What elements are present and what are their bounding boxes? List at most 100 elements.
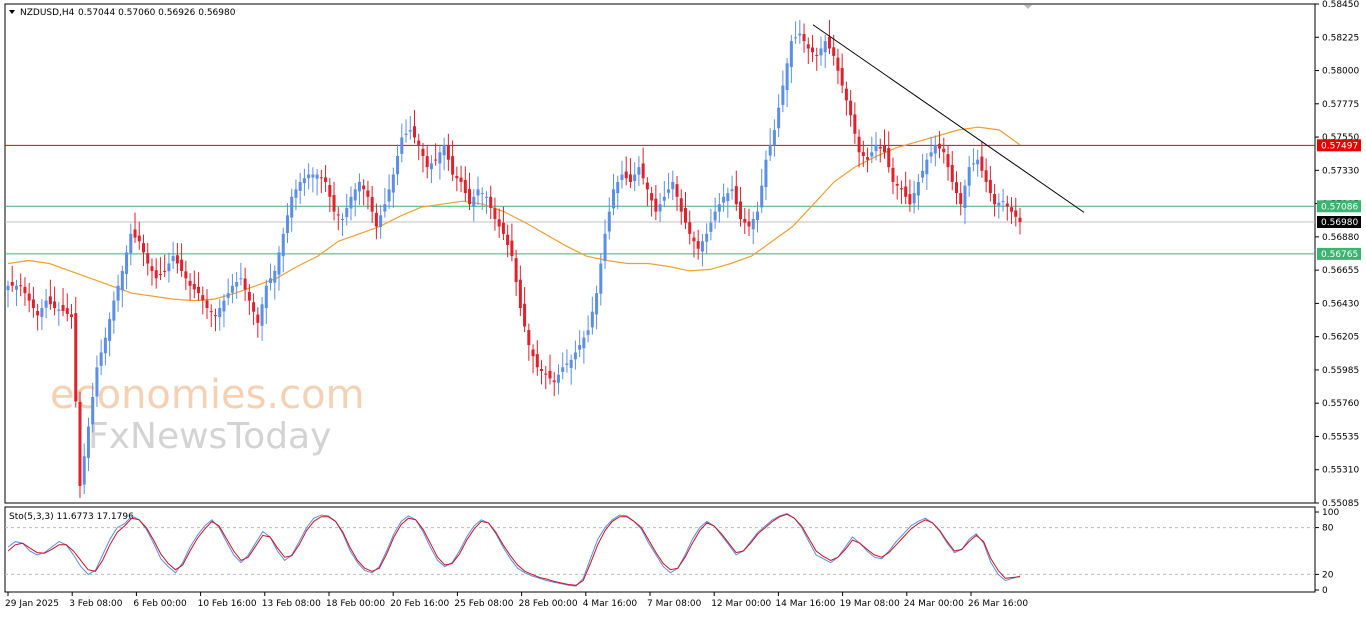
candle-body bbox=[387, 189, 391, 202]
candle-body bbox=[938, 143, 942, 149]
candle-body bbox=[328, 185, 332, 197]
collapse-triangle-icon[interactable] bbox=[9, 10, 15, 14]
candle-body bbox=[281, 233, 285, 257]
candle-body bbox=[235, 282, 239, 287]
candle-body bbox=[883, 145, 887, 153]
candle-body bbox=[739, 201, 743, 220]
candle-body bbox=[933, 144, 937, 154]
candle-body bbox=[912, 193, 916, 204]
candle-body bbox=[603, 233, 607, 262]
candle-body bbox=[976, 159, 980, 165]
y-tick-label: 0.55535 bbox=[1322, 432, 1359, 442]
candle-body bbox=[412, 126, 416, 138]
candle-body bbox=[1001, 201, 1005, 203]
candle-body bbox=[531, 349, 535, 357]
candle-body bbox=[950, 165, 954, 182]
candle-body bbox=[959, 193, 963, 205]
candle-body bbox=[463, 180, 467, 194]
price-tags: 0.57497 0.57086 0.56765 0.56980 bbox=[1317, 139, 1361, 260]
candle-body bbox=[751, 219, 755, 230]
candle-body bbox=[861, 152, 865, 156]
price-tag-label: 0.56980 bbox=[1321, 218, 1358, 228]
candle-body bbox=[599, 263, 603, 294]
candle-body bbox=[823, 41, 827, 53]
x-tick-label: 3 Feb 08:00 bbox=[69, 599, 123, 609]
candle-body bbox=[607, 211, 611, 232]
candle-body bbox=[772, 130, 776, 146]
candle-body bbox=[997, 202, 1001, 206]
x-tick-label: 13 Feb 08:00 bbox=[262, 599, 321, 609]
candle-body bbox=[451, 156, 455, 175]
candle-body bbox=[120, 270, 124, 291]
trendline-segment[interactable] bbox=[812, 24, 1085, 213]
trendline[interactable] bbox=[812, 24, 1085, 213]
candle-body bbox=[916, 181, 920, 196]
price-tag-bg bbox=[1317, 139, 1361, 152]
candle-body bbox=[726, 193, 730, 202]
candle-body bbox=[552, 380, 556, 383]
candle-body bbox=[573, 352, 577, 360]
candle-body bbox=[612, 189, 616, 209]
candle-body bbox=[180, 259, 184, 271]
candle-body bbox=[19, 285, 23, 287]
candle-body bbox=[811, 47, 815, 53]
candle-body bbox=[95, 367, 99, 397]
scroll-marker-icon bbox=[1024, 5, 1032, 9]
candle-body bbox=[734, 186, 738, 205]
candle-body bbox=[209, 311, 213, 313]
candle-body bbox=[645, 182, 649, 190]
candle-body bbox=[561, 367, 565, 372]
y-tick-label: 0.55985 bbox=[1322, 366, 1359, 376]
candle-body bbox=[277, 252, 281, 275]
candle-body bbox=[260, 304, 264, 326]
candle-body bbox=[6, 285, 10, 291]
price-tag-label: 0.57497 bbox=[1321, 141, 1358, 151]
candle-body bbox=[302, 178, 306, 184]
watermark-fxnewstoday: FxNewsToday bbox=[88, 416, 331, 457]
price-tag-label: 0.57086 bbox=[1321, 202, 1358, 212]
candle-body bbox=[785, 63, 789, 90]
candle-body bbox=[874, 144, 878, 152]
candle-body bbox=[429, 163, 433, 170]
y-tick-label: 0.56205 bbox=[1322, 333, 1359, 343]
candle-body bbox=[421, 148, 425, 156]
candle-body bbox=[74, 313, 78, 402]
candle-body bbox=[78, 402, 82, 486]
candle-body bbox=[357, 181, 361, 192]
stoch-plot-frame bbox=[4, 506, 1316, 593]
candle-body bbox=[40, 307, 44, 317]
candle-body bbox=[506, 234, 510, 245]
candle-body bbox=[722, 196, 726, 203]
y-tick-label: 0.56430 bbox=[1322, 299, 1359, 309]
candle-body bbox=[383, 204, 387, 212]
candle-body bbox=[459, 177, 463, 182]
candle-body bbox=[836, 57, 840, 71]
candle-body bbox=[230, 285, 234, 293]
candle-body bbox=[904, 186, 908, 197]
candle-body bbox=[755, 211, 759, 221]
candle-body bbox=[442, 144, 446, 156]
x-tick-label: 28 Feb 00:00 bbox=[519, 599, 578, 609]
candle-body bbox=[548, 370, 552, 379]
candle-body bbox=[633, 174, 637, 182]
price-tag-bg bbox=[1317, 247, 1361, 260]
y-tick-label: 0.58000 bbox=[1322, 67, 1359, 77]
candle-body bbox=[815, 55, 819, 57]
candle-body bbox=[654, 198, 658, 212]
candle-body bbox=[480, 193, 484, 195]
candle-body bbox=[993, 193, 997, 205]
candle-body bbox=[582, 337, 586, 349]
candle-body bbox=[417, 140, 421, 145]
candle-body bbox=[434, 159, 438, 161]
candle-body bbox=[641, 163, 645, 179]
y-tick-label: 0.55085 bbox=[1322, 499, 1359, 509]
candle-body bbox=[887, 148, 891, 168]
x-tick-label: 12 Mar 00:00 bbox=[711, 599, 771, 609]
x-tick-label: 19 Mar 08:00 bbox=[840, 599, 900, 609]
candle-body bbox=[438, 152, 442, 164]
y-tick-label: 0.57550 bbox=[1322, 133, 1359, 143]
x-tick-label: 26 Mar 16:00 bbox=[968, 599, 1028, 609]
candle-body bbox=[730, 189, 734, 192]
candle-body bbox=[307, 174, 311, 179]
